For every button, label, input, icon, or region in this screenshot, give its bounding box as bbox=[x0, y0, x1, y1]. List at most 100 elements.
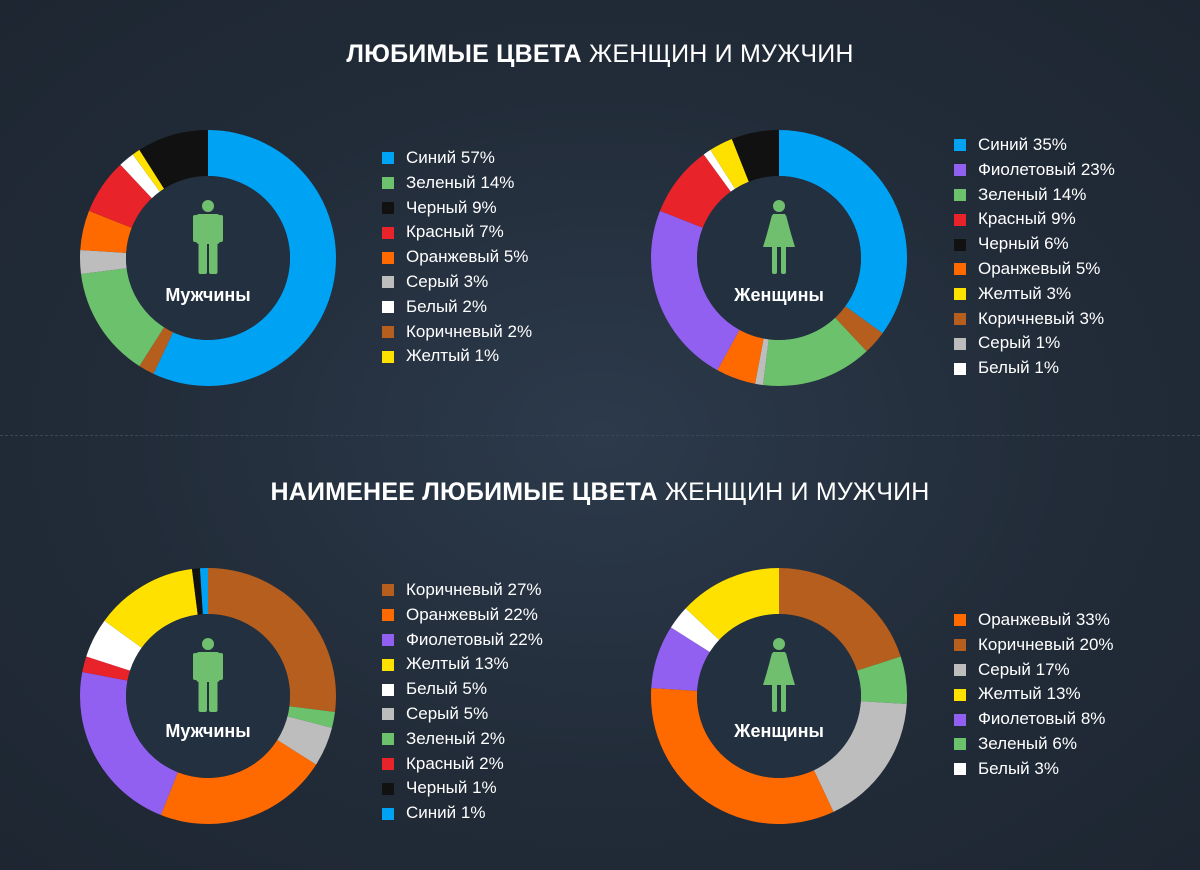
legend-swatch bbox=[382, 301, 394, 314]
donut-slice-brown bbox=[208, 568, 336, 713]
donut-slice-gray bbox=[813, 701, 907, 812]
donut-slice-black bbox=[191, 568, 203, 615]
favorite-women-legend: Синий 35% Фиолетовый 23% Зеленый 14% Красны… bbox=[954, 133, 1115, 381]
legend-item-white: Белый 3% bbox=[954, 757, 1114, 782]
section-divider bbox=[0, 435, 1200, 436]
donut-slice-orange bbox=[160, 739, 317, 824]
legend-swatch bbox=[954, 312, 966, 325]
legend-label: Красный bbox=[978, 209, 1047, 229]
legend-item-gray: Серый 3% bbox=[382, 270, 532, 295]
favorite-title-bold: ЛЮБИМЫЕ ЦВЕТА bbox=[346, 40, 582, 68]
legend-item-red: Красный 7% bbox=[382, 220, 532, 245]
legend-item-gray: Серый 1% bbox=[954, 331, 1115, 356]
legend-label: Фиолетовый bbox=[978, 159, 1077, 179]
least-women-donut: Женщины bbox=[649, 566, 909, 826]
legend-item-gray: Серый 17% bbox=[954, 658, 1114, 683]
donut-slice-green bbox=[762, 317, 867, 386]
legend-label: Зеленый bbox=[406, 172, 476, 192]
legend-item-brown: Коричневый 20% bbox=[954, 633, 1114, 658]
least-favorite-colors-title: НАИМЕНЕЕ ЛЮБИМЫЕ ЦВЕТА ЖЕНЩИН И МУЖЧИН bbox=[0, 478, 1200, 507]
legend-item-orange: Оранжевый 33% bbox=[954, 608, 1114, 633]
legend-label: Фиолетовый bbox=[406, 629, 505, 649]
donut-slice-orange bbox=[80, 210, 132, 253]
donut-slice-white bbox=[703, 149, 736, 192]
legend-item-green: Зеленый 14% bbox=[382, 171, 532, 196]
legend-value: 5% bbox=[1075, 258, 1101, 278]
donut-slice-gray bbox=[79, 249, 127, 275]
legend-item-violet: Фиолетовый 22% bbox=[382, 628, 543, 653]
favorite-men-label: Мужчины bbox=[165, 285, 251, 305]
donut-slice-gray bbox=[755, 338, 769, 385]
legend-item-red: Красный 2% bbox=[382, 752, 543, 777]
legend-label: Черный bbox=[406, 197, 468, 217]
legend-label: Зеленый bbox=[406, 728, 476, 748]
legend-item-blue: Синий 1% bbox=[382, 801, 543, 826]
legend-item-white: Белый 1% bbox=[954, 356, 1115, 381]
legend-value: 5% bbox=[503, 247, 529, 267]
legend-swatch bbox=[382, 733, 394, 746]
donut-slice-red bbox=[88, 164, 152, 228]
donut-slice-brown bbox=[139, 327, 174, 374]
legend-item-yellow: Желтый 1% bbox=[382, 344, 532, 369]
legend-swatch bbox=[382, 584, 394, 597]
legend-label: Коричневый bbox=[978, 308, 1075, 328]
donut-slice-violet bbox=[80, 672, 178, 816]
legend-label: Белый bbox=[978, 758, 1030, 778]
legend-swatch bbox=[954, 288, 966, 301]
least-men-legend: Коричневый 27% Оранжевый 22% Фиолетовый 22… bbox=[382, 578, 543, 826]
legend-swatch bbox=[954, 713, 966, 726]
donut-slice-orange bbox=[650, 687, 834, 825]
favorite-women-donut-svg bbox=[651, 130, 907, 386]
least-title-rest: ЖЕНЩИН И МУЖЧИН bbox=[664, 478, 930, 506]
legend-item-brown: Коричневый 3% bbox=[954, 307, 1115, 332]
legend-label: Зеленый bbox=[978, 733, 1048, 753]
legend-swatch bbox=[954, 213, 966, 226]
legend-item-green: Зеленый 6% bbox=[954, 732, 1114, 757]
donut-slice-blue bbox=[153, 130, 336, 386]
legend-item-white: Белый 2% bbox=[382, 295, 532, 320]
legend-label: Синий bbox=[406, 803, 457, 823]
donut-slice-yellow bbox=[685, 568, 779, 640]
donut-slice-white bbox=[86, 620, 142, 671]
legend-value: 35% bbox=[1032, 135, 1067, 154]
least-title-bold: НАИМЕНЕЕ ЛЮБИМЫЕ ЦВЕТА bbox=[270, 478, 658, 506]
legend-item-blue: Синий 35% bbox=[954, 133, 1115, 158]
favorite-women-label: Женщины bbox=[734, 285, 824, 305]
donut-hole bbox=[126, 176, 290, 340]
donut-slice-gray bbox=[277, 716, 332, 765]
legend-swatch bbox=[954, 688, 966, 701]
legend-value: 9% bbox=[472, 197, 497, 217]
donut-hole bbox=[697, 176, 861, 340]
legend-swatch bbox=[954, 639, 966, 652]
legend-item-green: Зеленый 14% bbox=[954, 183, 1115, 208]
legend-value: 14% bbox=[1052, 184, 1087, 204]
favorite-men-donut-svg bbox=[79, 130, 336, 386]
legend-label: Черный bbox=[978, 234, 1040, 254]
legend-swatch bbox=[954, 763, 966, 776]
legend-swatch bbox=[382, 177, 394, 190]
legend-label: Оранжевый bbox=[406, 604, 500, 624]
legend-label: Красный bbox=[406, 753, 475, 773]
legend-value: 1% bbox=[460, 803, 486, 823]
legend-item-orange: Оранжевый 22% bbox=[382, 603, 543, 628]
legend-item-brown: Коричневый 27% bbox=[382, 578, 543, 603]
legend-value: 13% bbox=[474, 654, 509, 674]
legend-label: Желтый bbox=[978, 684, 1042, 704]
legend-value: 1% bbox=[1034, 358, 1059, 378]
legend-swatch bbox=[954, 738, 966, 751]
legend-swatch bbox=[382, 633, 394, 646]
legend-swatch bbox=[954, 263, 966, 276]
donut-slice-white bbox=[670, 608, 720, 653]
legend-value: 7% bbox=[479, 222, 504, 242]
legend-value: 1% bbox=[472, 778, 497, 798]
legend-item-blue: Синий 57% bbox=[382, 146, 532, 171]
donut-hole bbox=[126, 614, 290, 778]
least-women-donut-svg bbox=[650, 568, 908, 825]
favorite-title-rest: ЖЕНЩИН И МУЖЧИН bbox=[589, 40, 854, 68]
legend-label: Синий bbox=[978, 135, 1029, 154]
legend-swatch bbox=[382, 609, 394, 622]
legend-swatch bbox=[954, 362, 966, 375]
donut-slice-brown bbox=[835, 306, 883, 352]
legend-item-yellow: Желтый 3% bbox=[954, 282, 1115, 307]
legend-value: 8% bbox=[1080, 709, 1106, 729]
